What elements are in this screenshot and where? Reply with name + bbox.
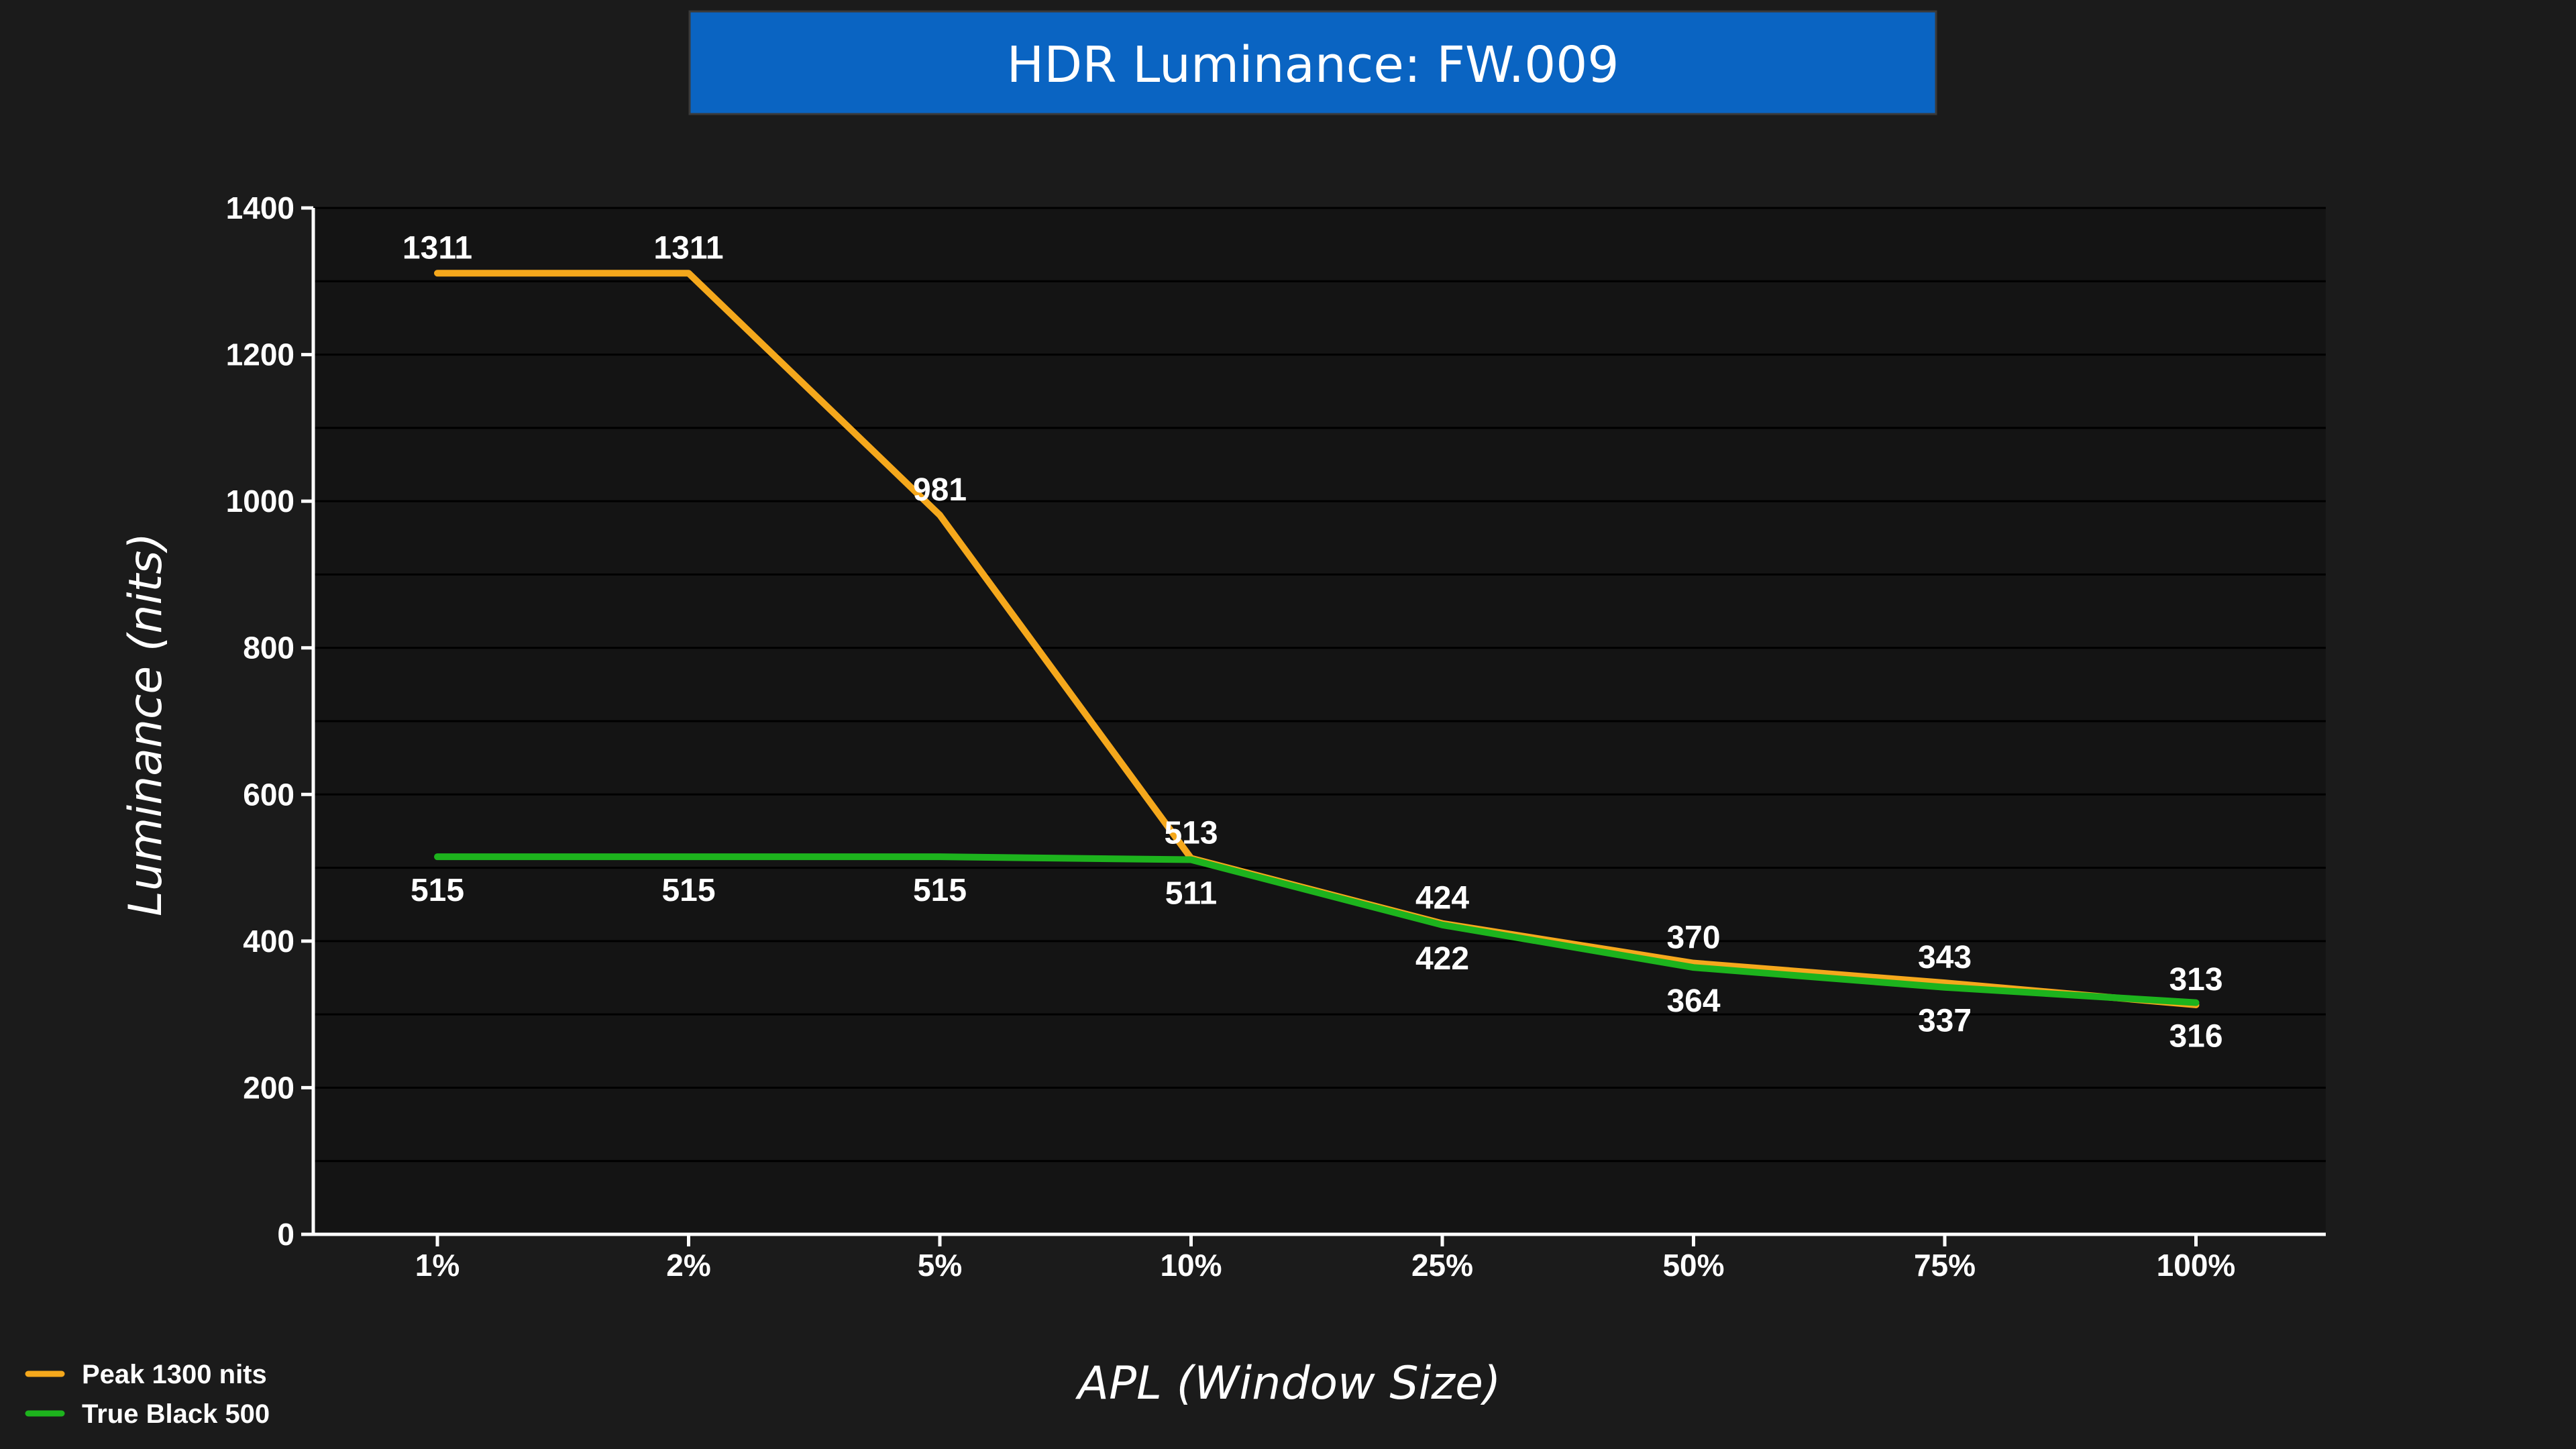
legend-label: Peak 1300 nits bbox=[82, 1360, 267, 1389]
data-label: 515 bbox=[661, 873, 715, 908]
chart-title: HDR Luminance: FW.009 bbox=[1007, 36, 1619, 94]
legend: Peak 1300 nits True Black 500 bbox=[25, 1360, 270, 1429]
data-label: 515 bbox=[913, 873, 967, 908]
data-label: 515 bbox=[411, 873, 464, 908]
x-tick-label: 75% bbox=[1914, 1248, 1976, 1283]
x-axis-title: APL (Window Size) bbox=[1075, 1357, 1501, 1410]
data-label: 364 bbox=[1666, 983, 1720, 1019]
gridlines bbox=[313, 207, 2326, 1163]
y-tick-label: 200 bbox=[243, 1070, 294, 1105]
data-label: 337 bbox=[1918, 1004, 1972, 1039]
y-tick-labels: 0 200 400 600 800 1000 1200 1400 bbox=[226, 191, 313, 1252]
data-label: 511 bbox=[1165, 876, 1217, 912]
legend-label: True Black 500 bbox=[82, 1399, 270, 1429]
data-label: 313 bbox=[2169, 962, 2222, 998]
data-label: 343 bbox=[1918, 940, 1972, 975]
x-tick-label: 1% bbox=[415, 1248, 460, 1283]
y-tick-label: 1000 bbox=[226, 484, 294, 519]
y-tick-label: 1200 bbox=[226, 337, 294, 372]
x-tick-label: 50% bbox=[1662, 1248, 1724, 1283]
x-tick-label: 5% bbox=[918, 1248, 962, 1283]
x-tick-label: 2% bbox=[666, 1248, 710, 1283]
x-tick-label: 10% bbox=[1160, 1248, 1222, 1283]
data-label: 316 bbox=[2169, 1019, 2222, 1055]
y-tick-label: 800 bbox=[243, 631, 294, 665]
y-tick-label: 400 bbox=[243, 924, 294, 959]
data-label: 513 bbox=[1164, 815, 1218, 851]
x-tick-label: 100% bbox=[2157, 1248, 2236, 1283]
series-line-1 bbox=[434, 853, 2200, 1006]
title-box bbox=[688, 10, 1937, 115]
y-tick-label: 600 bbox=[243, 777, 294, 812]
y-tick-label: 0 bbox=[277, 1217, 294, 1252]
data-label: 370 bbox=[1666, 920, 1720, 956]
y-tick-label: 1400 bbox=[226, 191, 294, 225]
data-labels: 1311 1311 981 513 424 370 343 313 515 515 515 511 42… bbox=[402, 230, 2223, 1054]
x-tick-labels: 1% 2% 5% 10% 25% 50% 75% 100% bbox=[415, 1234, 2236, 1283]
series-lines bbox=[434, 270, 2200, 1008]
data-label: 422 bbox=[1415, 941, 1469, 977]
x-tick-label: 25% bbox=[1411, 1248, 1473, 1283]
data-label: 1311 bbox=[653, 230, 723, 266]
data-label: 1311 bbox=[402, 230, 472, 266]
data-label: 424 bbox=[1415, 881, 1469, 916]
data-label: 981 bbox=[913, 472, 967, 508]
axes bbox=[311, 208, 2326, 1236]
y-axis-title: Luminance (nits) bbox=[119, 533, 172, 916]
